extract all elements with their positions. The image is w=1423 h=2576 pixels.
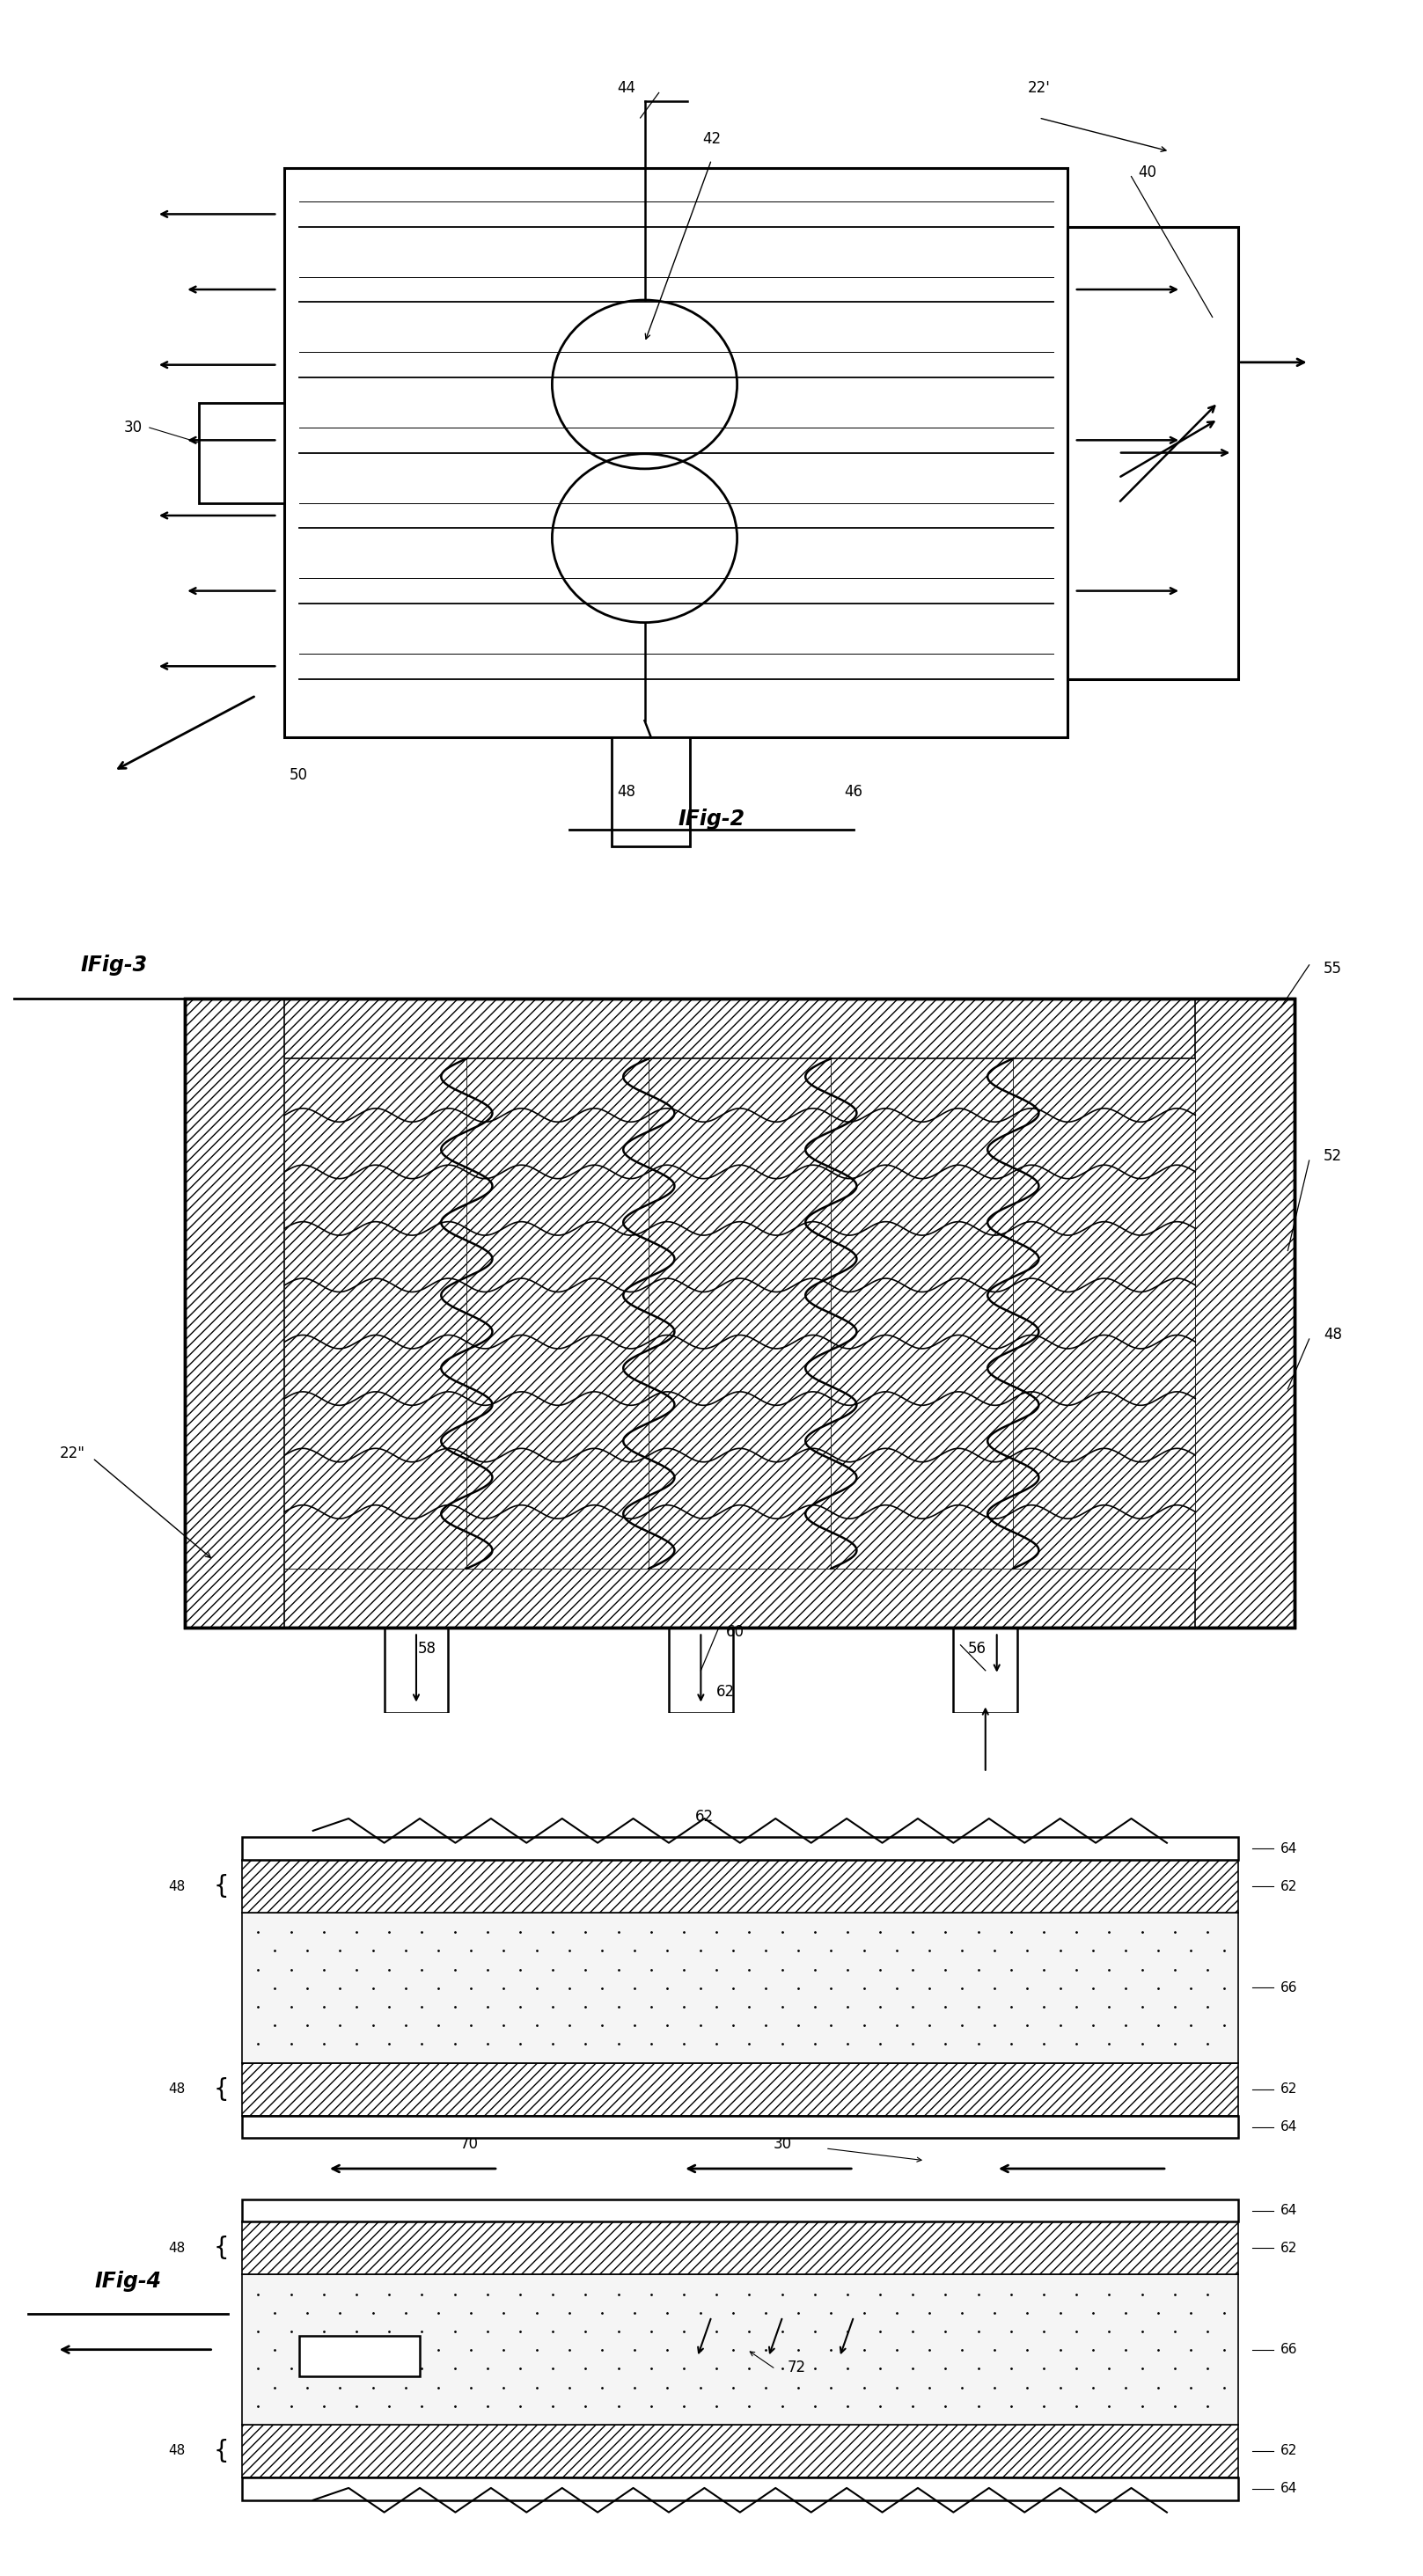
Bar — [467, 1059, 649, 1569]
Bar — [384, 1628, 448, 1713]
Text: 62: 62 — [350, 2349, 367, 2362]
Text: 70: 70 — [461, 2136, 478, 2151]
Bar — [185, 999, 1295, 1628]
Text: 62: 62 — [1281, 2241, 1298, 2254]
Text: 62: 62 — [1281, 2081, 1298, 2097]
Bar — [649, 1059, 831, 1569]
Text: 48: 48 — [168, 1880, 185, 1893]
Text: 64: 64 — [1281, 2120, 1298, 2133]
Bar — [185, 999, 285, 1628]
Bar — [1195, 999, 1295, 1628]
Bar — [285, 167, 1067, 737]
Text: IFig-4: IFig-4 — [94, 2269, 162, 2293]
Bar — [185, 999, 1295, 1059]
Text: {: { — [213, 1873, 229, 1899]
Text: 62: 62 — [1281, 1880, 1298, 1893]
Text: 58: 58 — [418, 1641, 435, 1656]
Bar — [242, 2275, 1238, 2424]
Bar — [662, 1793, 747, 1839]
Text: 52: 52 — [1323, 1149, 1342, 1164]
Text: 62: 62 — [1281, 2445, 1298, 2458]
Text: 48: 48 — [618, 783, 635, 799]
Text: 44: 44 — [618, 80, 635, 95]
Text: 62: 62 — [694, 1808, 714, 1824]
Text: 30: 30 — [124, 420, 142, 435]
Text: 40: 40 — [1138, 165, 1157, 180]
Bar — [285, 1059, 467, 1569]
Bar — [831, 1059, 1013, 1569]
Text: 64: 64 — [1281, 2483, 1298, 2496]
Text: 60: 60 — [726, 1625, 744, 1641]
Text: 22': 22' — [1027, 80, 1050, 95]
Text: 22": 22" — [60, 1445, 85, 1461]
Text: {: { — [213, 2439, 229, 2463]
Bar — [242, 1911, 1238, 2063]
Bar — [185, 999, 1295, 1628]
Bar — [242, 1837, 1238, 1860]
Text: 48: 48 — [168, 2445, 185, 2458]
Bar — [242, 1860, 1238, 1911]
Text: {: { — [213, 2236, 229, 2262]
Text: 48: 48 — [1323, 1327, 1342, 1342]
Bar — [185, 1569, 1295, 1628]
Bar — [242, 2115, 1238, 2138]
Text: 42: 42 — [702, 131, 721, 147]
Text: 66: 66 — [1281, 2344, 1298, 2357]
Text: 48: 48 — [168, 2241, 185, 2254]
Bar — [199, 402, 285, 502]
Text: 72: 72 — [787, 2360, 807, 2375]
Bar — [1013, 1059, 1195, 1569]
Text: 62: 62 — [716, 1685, 736, 1700]
Text: 66: 66 — [1281, 1981, 1298, 1994]
Text: 30: 30 — [773, 2136, 793, 2151]
Bar — [1067, 227, 1238, 677]
Text: 56: 56 — [968, 1641, 986, 1656]
Bar — [242, 2200, 1238, 2223]
Bar — [669, 1628, 733, 1713]
Bar — [242, 2063, 1238, 2115]
Text: IFig-3: IFig-3 — [80, 956, 148, 976]
Bar — [242, 2478, 1238, 2501]
Text: {: { — [213, 2076, 229, 2102]
Text: 50: 50 — [290, 768, 307, 783]
Text: 48: 48 — [168, 2081, 185, 2097]
Bar — [299, 2336, 420, 2378]
Text: 55: 55 — [1323, 961, 1342, 976]
Text: IFig-2: IFig-2 — [677, 809, 746, 829]
Text: 64: 64 — [1281, 1842, 1298, 1855]
Bar — [612, 737, 690, 845]
Bar — [242, 2424, 1238, 2478]
Bar — [953, 1628, 1017, 1713]
Bar — [242, 2223, 1238, 2275]
Text: 46: 46 — [845, 783, 862, 799]
Text: 64: 64 — [1281, 2205, 1298, 2218]
